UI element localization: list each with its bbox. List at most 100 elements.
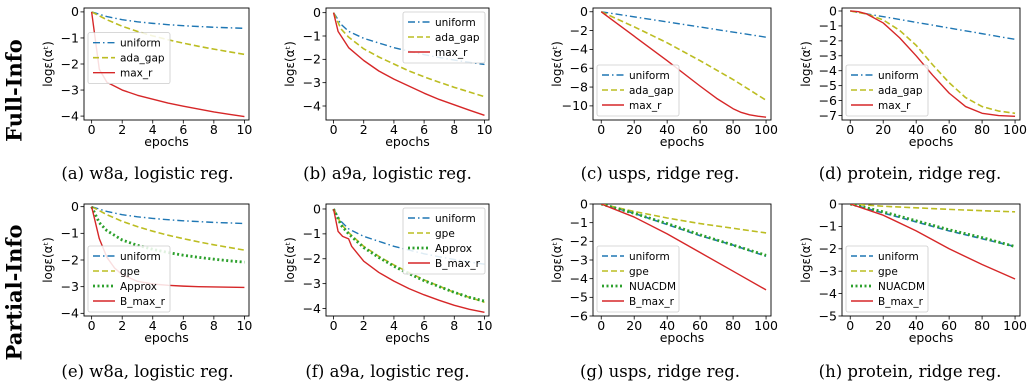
y-tick-label: 0	[313, 5, 321, 20]
legend: uniform ada_gap max_r	[87, 32, 171, 85]
x-tick-label: 40	[659, 122, 675, 137]
series-line-nuacdm	[849, 204, 1016, 248]
x-tick-label: 0	[597, 122, 605, 137]
series-line-uniform	[91, 206, 245, 225]
x-tick-label: 6	[420, 318, 428, 333]
x-tick-label: 40	[908, 318, 924, 333]
y-tick-label: −2	[819, 241, 837, 256]
x-tick-label: 80	[974, 318, 990, 333]
chart-panel-6: 0 2 4 6 8 10 0 −1 −2 −3 −4 epochs logε(αᵗ) uniform gpe…	[283, 201, 493, 345]
y-tick-label: −3	[61, 279, 79, 294]
y-tick-label: −6	[819, 93, 837, 108]
x-axis-label: epochs	[660, 134, 705, 149]
series-line-max-r	[332, 12, 485, 116]
x-axis-label: epochs	[385, 134, 430, 149]
y-tick-label: −4	[303, 98, 321, 113]
y-tick-label: 0	[580, 196, 588, 211]
x-tick-label: 0	[330, 122, 338, 137]
legend: uniform gpe Approx B_max_r	[87, 245, 171, 313]
legend-entry: ada_gap	[878, 85, 923, 97]
y-axis-label: logε(αᵗ)	[41, 237, 55, 283]
panel-caption: (a) w8a, logistic reg.	[61, 164, 234, 183]
y-tick-label: 0	[829, 196, 837, 211]
y-axis-label: logε(αᵗ)	[41, 41, 55, 87]
series-line-approx	[332, 208, 485, 303]
legend: uniform gpe NUACDM B_max_r	[596, 245, 680, 313]
x-tick-label: 2	[118, 122, 126, 137]
legend: uniform gpe NUACDM B_max_r	[845, 245, 929, 313]
row-label-full-info: Full-Info	[1, 39, 27, 142]
x-tick-label: 20	[875, 318, 891, 333]
x-tick-label: 2	[360, 122, 368, 137]
y-tick-label: −5	[570, 290, 588, 305]
series-line-b-max-r	[850, 204, 1016, 280]
legend-entry: B_max_r	[878, 296, 924, 308]
y-tick-label: −1	[61, 30, 79, 45]
legend-entry: gpe	[435, 228, 455, 240]
y-tick-label: −5	[819, 78, 837, 93]
plot-frame	[325, 203, 490, 317]
legend-entry: uniform	[629, 70, 670, 82]
panel-caption: (f) a9a, logistic reg.	[305, 362, 470, 381]
legend-entry: gpe	[878, 266, 898, 278]
x-tick-label: 8	[450, 318, 458, 333]
y-tick-label: 0	[829, 3, 837, 18]
x-tick-label: 2	[360, 318, 368, 333]
x-tick-label: 0	[88, 122, 96, 137]
y-tick-label: −1	[303, 28, 321, 43]
y-tick-label: −4	[570, 42, 588, 57]
legend: uniform ada_gap max_r	[845, 64, 929, 117]
y-tick-label: −3	[819, 264, 837, 279]
y-tick-label: −1	[819, 18, 837, 33]
y-tick-label: 0	[580, 4, 588, 19]
series-line-uniform	[850, 10, 1016, 41]
x-tick-label: 8	[210, 122, 218, 137]
chart-panel-8: 0 20 40 60 80 100 0 −1 −2 −3 −4 −5 epochs logε(αᵗ) uni…	[799, 196, 1027, 345]
chart-panel-3: 0 20 40 60 80 100 0 −2 −4 −6 −8 −10 epochs logε(αᵗ) un…	[550, 4, 778, 149]
x-tick-label: 6	[179, 318, 187, 333]
legend-entry: ada_gap	[629, 85, 674, 97]
x-tick-label: 60	[692, 122, 708, 137]
y-tick-label: −2	[570, 234, 588, 249]
x-tick-label: 60	[941, 318, 957, 333]
x-axis-label: epochs	[660, 330, 705, 345]
y-axis-label: logε(αᵗ)	[283, 41, 297, 87]
legend-entry: gpe	[629, 266, 649, 278]
y-tick-label: −1	[303, 226, 321, 241]
y-tick-label: −4	[61, 108, 79, 123]
y-tick-label: −6	[570, 61, 588, 76]
series-line-ada-gap	[600, 11, 767, 101]
y-axis-label: logε(αᵗ)	[799, 41, 813, 87]
y-tick-label: −3	[303, 276, 321, 291]
panel-caption: (g) usps, ridge reg.	[579, 362, 741, 381]
x-tick-label: 20	[626, 318, 642, 333]
x-tick-label: 60	[692, 318, 708, 333]
x-tick-label: 2	[118, 318, 126, 333]
x-tick-label: 100	[1003, 318, 1027, 333]
x-tick-label: 40	[908, 122, 924, 137]
legend-entry: max_r	[435, 47, 468, 59]
x-tick-label: 4	[390, 318, 398, 333]
legend-entry: max_r	[120, 68, 153, 80]
legend-entry: uniform	[878, 70, 919, 82]
y-tick-label: −3	[61, 82, 79, 97]
legend-entry: B_max_r	[120, 296, 166, 308]
legend-entry: uniform	[878, 251, 919, 263]
y-tick-label: −1	[570, 215, 588, 230]
plot-frame	[325, 7, 490, 121]
y-tick-label: −6	[570, 308, 588, 323]
series-line-ada-gap	[332, 12, 485, 98]
legend: uniform ada_gap max_r	[596, 64, 680, 117]
x-tick-label: 100	[754, 318, 778, 333]
x-tick-label: 100	[754, 122, 778, 137]
x-tick-label: 100	[1003, 122, 1027, 137]
legend-entry: uniform	[120, 38, 161, 50]
x-axis-label: epochs	[144, 330, 189, 345]
x-tick-label: 10	[477, 318, 493, 333]
x-tick-label: 0	[846, 318, 854, 333]
legend-entry: Approx	[435, 243, 472, 255]
y-tick-label: −3	[570, 252, 588, 267]
y-tick-label: −2	[61, 56, 79, 71]
y-tick-label: −2	[61, 252, 79, 267]
y-tick-label: −4	[819, 63, 837, 78]
